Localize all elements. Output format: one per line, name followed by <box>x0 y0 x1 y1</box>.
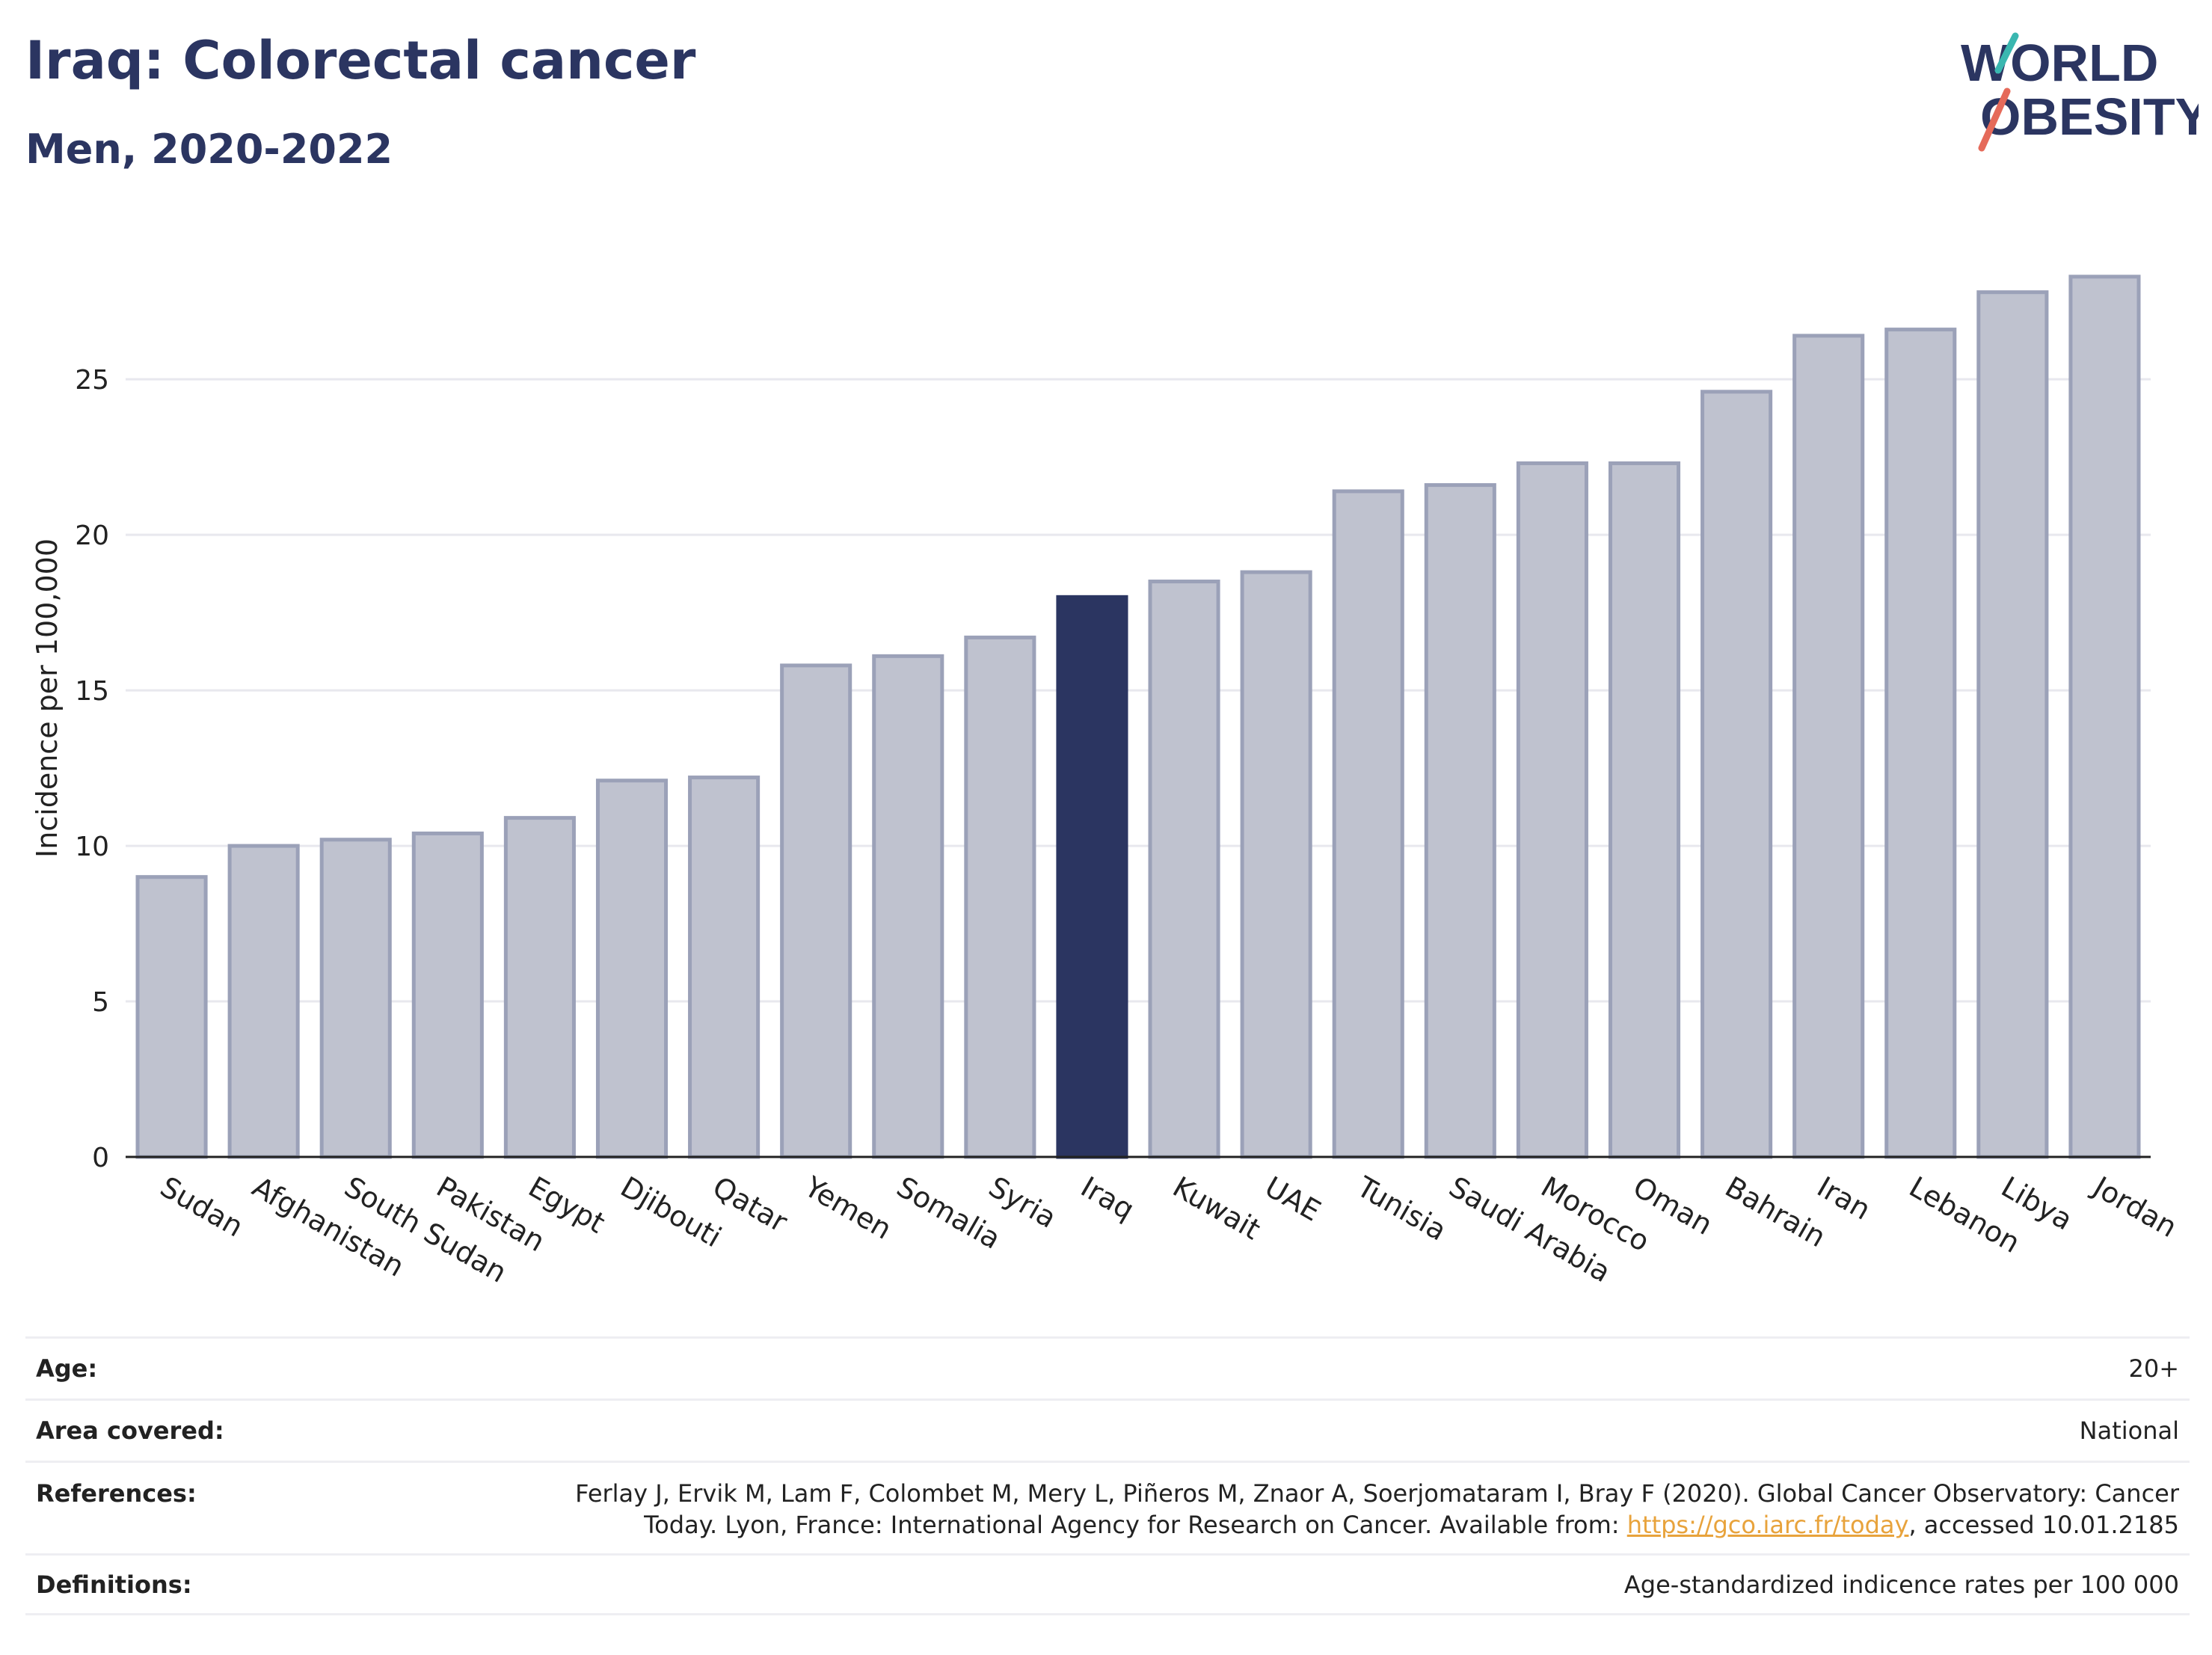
logo-slash-teal <box>1994 32 2019 74</box>
x-tick-label: Yemen <box>799 1170 897 1246</box>
bar <box>1056 595 1128 1159</box>
bar <box>780 663 852 1159</box>
x-tick-label: Djibouti <box>615 1170 728 1254</box>
bar <box>503 816 576 1159</box>
meta-label-age: Age: <box>36 1354 98 1383</box>
x-tick-label: Iraq <box>1075 1170 1140 1226</box>
meta-value-area: National <box>2079 1416 2179 1445</box>
bar <box>227 844 300 1159</box>
x-tick-label: UAE <box>1259 1170 1326 1228</box>
bar <box>964 635 1036 1159</box>
bar <box>688 776 761 1159</box>
logo-slash-coral <box>1978 87 2011 152</box>
x-tick-label: Iran <box>1812 1170 1876 1226</box>
reference-accessed: , accessed 10.01.2185 <box>1908 1511 2179 1539</box>
meta-label-references: References: <box>36 1479 197 1508</box>
bar <box>319 838 392 1159</box>
bar <box>1240 570 1312 1159</box>
logo-line1: WORLD <box>1961 34 2158 92</box>
bar <box>595 779 669 1159</box>
meta-value-references: Ferlay J, Ervik M, Lam F, Colombet M, Me… <box>571 1478 2179 1541</box>
meta-label-definitions: Definitions: <box>36 1570 192 1599</box>
y-tick-label: 10 <box>75 832 109 862</box>
y-tick-label: 15 <box>75 676 109 707</box>
y-tick-label: 20 <box>75 521 109 551</box>
meta-row-definitions: Definitions: Age-standardized indicence … <box>25 1553 2190 1615</box>
bar <box>872 654 944 1159</box>
y-tick-label: 5 <box>92 987 109 1018</box>
meta-value-age: 20+ <box>2128 1354 2179 1383</box>
bar <box>1792 334 1865 1159</box>
x-tick-label: Kuwait <box>1167 1170 1266 1247</box>
bar <box>135 875 208 1159</box>
bar <box>1884 328 1957 1159</box>
x-tick-label: Jordan <box>2086 1170 2182 1244</box>
logo-line2: OBESITY <box>1980 87 2199 146</box>
reference-text: Ferlay J, Ervik M, Lam F, Colombet M, Me… <box>575 1479 2179 1539</box>
bar <box>1332 489 1404 1159</box>
meta-row-age: Age: 20+ <box>25 1336 2190 1398</box>
bar <box>1608 461 1681 1159</box>
meta-value-definitions: Age-standardized indicence rates per 100… <box>1623 1570 2179 1599</box>
meta-row-references: References: Ferlay J, Ervik M, Lam F, Co… <box>25 1461 2190 1553</box>
bar <box>1516 461 1588 1159</box>
bar <box>1148 580 1220 1159</box>
chart-title: Iraq: Colorectal cancer <box>25 30 696 91</box>
bar <box>1701 390 1773 1159</box>
y-axis-title: Incidence per 100,000 <box>31 538 64 858</box>
x-tick-label: Bahrain <box>1720 1170 1831 1254</box>
bar <box>411 831 484 1159</box>
metadata-table: Age: 20+ Area covered: National Referenc… <box>25 1336 2190 1615</box>
chart-subtitle: Men, 2020-2022 <box>25 126 393 173</box>
bar <box>1424 483 1496 1159</box>
x-tick-label: Somalia <box>891 1170 1007 1256</box>
world-obesity-logo: WORLD OBESITY <box>1961 32 2199 152</box>
y-tick-label: 0 <box>92 1143 109 1173</box>
bar <box>1976 290 2049 1159</box>
y-tick-label: 25 <box>75 365 109 396</box>
x-tick-label: Sudan <box>155 1170 249 1244</box>
meta-row-area: Area covered: National <box>25 1398 2190 1461</box>
reference-link[interactable]: https://gco.iarc.fr/today <box>1626 1511 1909 1539</box>
bar <box>2068 274 2141 1159</box>
x-tick-label: Tunisia <box>1351 1170 1451 1247</box>
meta-label-area: Area covered: <box>36 1416 224 1445</box>
